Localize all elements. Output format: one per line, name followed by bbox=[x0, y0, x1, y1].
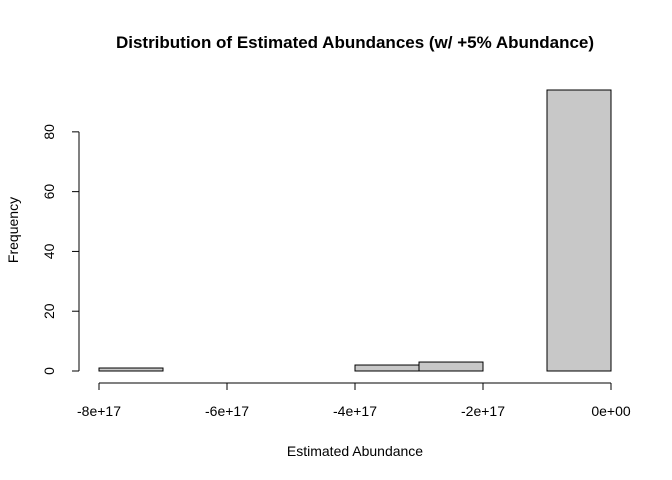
x-tick-label: -8e+17 bbox=[77, 403, 121, 419]
x-axis-label: Estimated Abundance bbox=[287, 443, 423, 459]
x-tick-label: 0e+00 bbox=[591, 403, 631, 419]
chart-title: Distribution of Estimated Abundances (w/… bbox=[116, 33, 594, 52]
y-tick-label: 60 bbox=[41, 184, 57, 200]
y-axis: 0 20 40 60 80 bbox=[41, 124, 80, 375]
x-tick-label: -2e+17 bbox=[461, 403, 505, 419]
histogram-bar-5 bbox=[418, 361, 484, 372]
y-axis-label: Frequency bbox=[5, 197, 21, 263]
x-tick-label: -6e+17 bbox=[205, 403, 249, 419]
x-tick-label: -4e+17 bbox=[333, 403, 377, 419]
histogram-bar-4 bbox=[354, 364, 420, 372]
histogram-bar-7 bbox=[546, 89, 612, 372]
histogram-bar-0 bbox=[98, 367, 164, 372]
y-tick-label: 40 bbox=[41, 243, 57, 259]
y-tick-label: 20 bbox=[41, 303, 57, 319]
bars-group bbox=[98, 89, 612, 372]
x-axis: -8e+17 -6e+17 -4e+17 -2e+17 0e+00 bbox=[77, 382, 631, 419]
y-tick-label: 80 bbox=[41, 124, 57, 140]
y-tick-label: 0 bbox=[41, 367, 57, 375]
